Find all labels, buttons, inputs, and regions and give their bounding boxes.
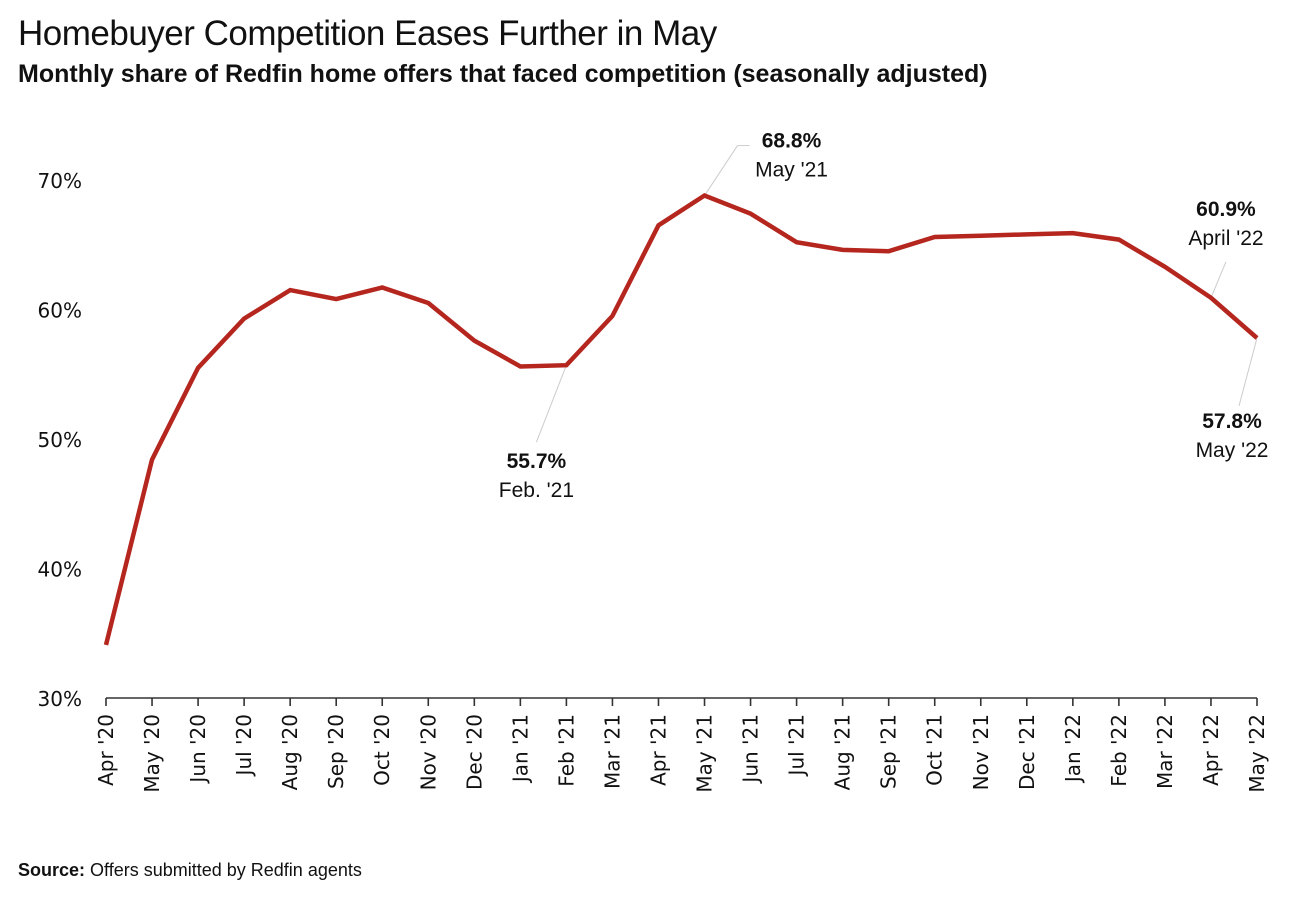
data-point (240, 315, 248, 323)
annotation-label: April '22 (1188, 227, 1263, 250)
x-tick-label: Jan '21 (508, 714, 532, 784)
x-tick-label: Apr '21 (646, 714, 670, 786)
x-tick-label: Apr '22 (1199, 714, 1223, 786)
x-tick-label: Aug '21 (831, 714, 855, 790)
annotation-value: 68.8% (762, 130, 822, 153)
data-point (378, 283, 386, 291)
annotations: 55.7% Feb. '21 68.8% May '21 60.9% April '22 5… (499, 130, 1269, 503)
x-tick-label: Jun '21 (739, 714, 763, 785)
x-tick-label: Jul '20 (232, 714, 256, 777)
data-point (977, 232, 985, 240)
x-tick-label: Jan '22 (1061, 714, 1085, 784)
x-tick-label: Feb '22 (1107, 714, 1131, 787)
x-tick-label: Dec '21 (1015, 714, 1039, 790)
annotation-value: 57.8% (1202, 410, 1262, 433)
annotation-leader (1210, 261, 1227, 299)
annotation-label: May '21 (755, 159, 828, 182)
y-tick-label: 40% (38, 558, 82, 582)
annotation-leader (1238, 337, 1258, 407)
annotation-leaders (535, 145, 1258, 443)
annotation-value: 55.7% (507, 450, 567, 473)
x-tick-label: Mar '21 (600, 714, 624, 789)
x-tick-label: May '21 (693, 714, 717, 793)
data-point (839, 246, 847, 254)
data-point (608, 312, 616, 320)
y-tick-label: 60% (38, 299, 82, 323)
data-point (286, 286, 294, 294)
annotation-leader (704, 145, 738, 196)
x-tick-label: Jun '20 (186, 714, 210, 785)
data-point (516, 362, 524, 370)
series-group (102, 192, 1261, 649)
data-point (102, 641, 110, 649)
data-point (562, 361, 570, 369)
x-tick-label: Apr '20 (94, 714, 118, 786)
x-tick-label: Nov '21 (969, 714, 993, 790)
data-point (1207, 294, 1215, 302)
x-tick-label: Aug '20 (278, 714, 302, 790)
data-point (148, 456, 156, 464)
source-text: Offers submitted by Redfin agents (90, 860, 362, 880)
x-tick-label: Oct '20 (370, 714, 394, 786)
data-point (1069, 229, 1077, 237)
x-tick-label: Feb '21 (554, 714, 578, 787)
y-tick-label: 30% (38, 687, 82, 711)
annotation-leader (535, 365, 567, 443)
data-point (1023, 230, 1031, 238)
annotation-label: May '22 (1196, 439, 1269, 462)
data-point (194, 364, 202, 372)
annotation-value: 60.9% (1196, 198, 1256, 221)
x-tick-label: Sep '20 (324, 714, 348, 789)
source-label: Source: (18, 860, 86, 880)
data-point (1253, 334, 1261, 342)
x-tick-label: Nov '20 (416, 714, 440, 790)
x-tick-label: Jul '21 (785, 714, 809, 777)
y-axis: 30% 40% 50% 60% 70% (38, 169, 82, 711)
data-point (885, 247, 893, 255)
data-point (1115, 236, 1123, 244)
data-point (470, 337, 478, 345)
source-note: Source: Offers submitted by Redfin agent… (18, 860, 362, 881)
y-tick-label: 70% (38, 169, 82, 193)
data-point (747, 210, 755, 218)
x-axis: Apr '20 May '20 Jun '20 Jul '20 Aug '20 Sep '… (94, 697, 1269, 793)
data-point (332, 295, 340, 303)
data-point (793, 238, 801, 246)
chart-title: Homebuyer Competition Eases Further in M… (18, 14, 717, 53)
data-point (931, 233, 939, 241)
x-tick-label: Dec '20 (462, 714, 486, 790)
x-tick-label: Oct '21 (923, 714, 947, 786)
x-tick-label: Sep '21 (877, 714, 901, 789)
x-tick-label: Mar '22 (1153, 714, 1177, 789)
annotation-label: Feb. '21 (499, 479, 574, 502)
data-point (654, 221, 662, 229)
data-point (701, 192, 709, 200)
data-point (424, 299, 432, 307)
series-line (103, 192, 1259, 646)
y-tick-label: 50% (38, 428, 82, 452)
data-point (1161, 263, 1169, 271)
x-tick-label: May '20 (140, 714, 164, 793)
x-tick-label: May '22 (1245, 714, 1269, 793)
chart-subtitle: Monthly share of Redfin home offers that… (18, 60, 988, 88)
